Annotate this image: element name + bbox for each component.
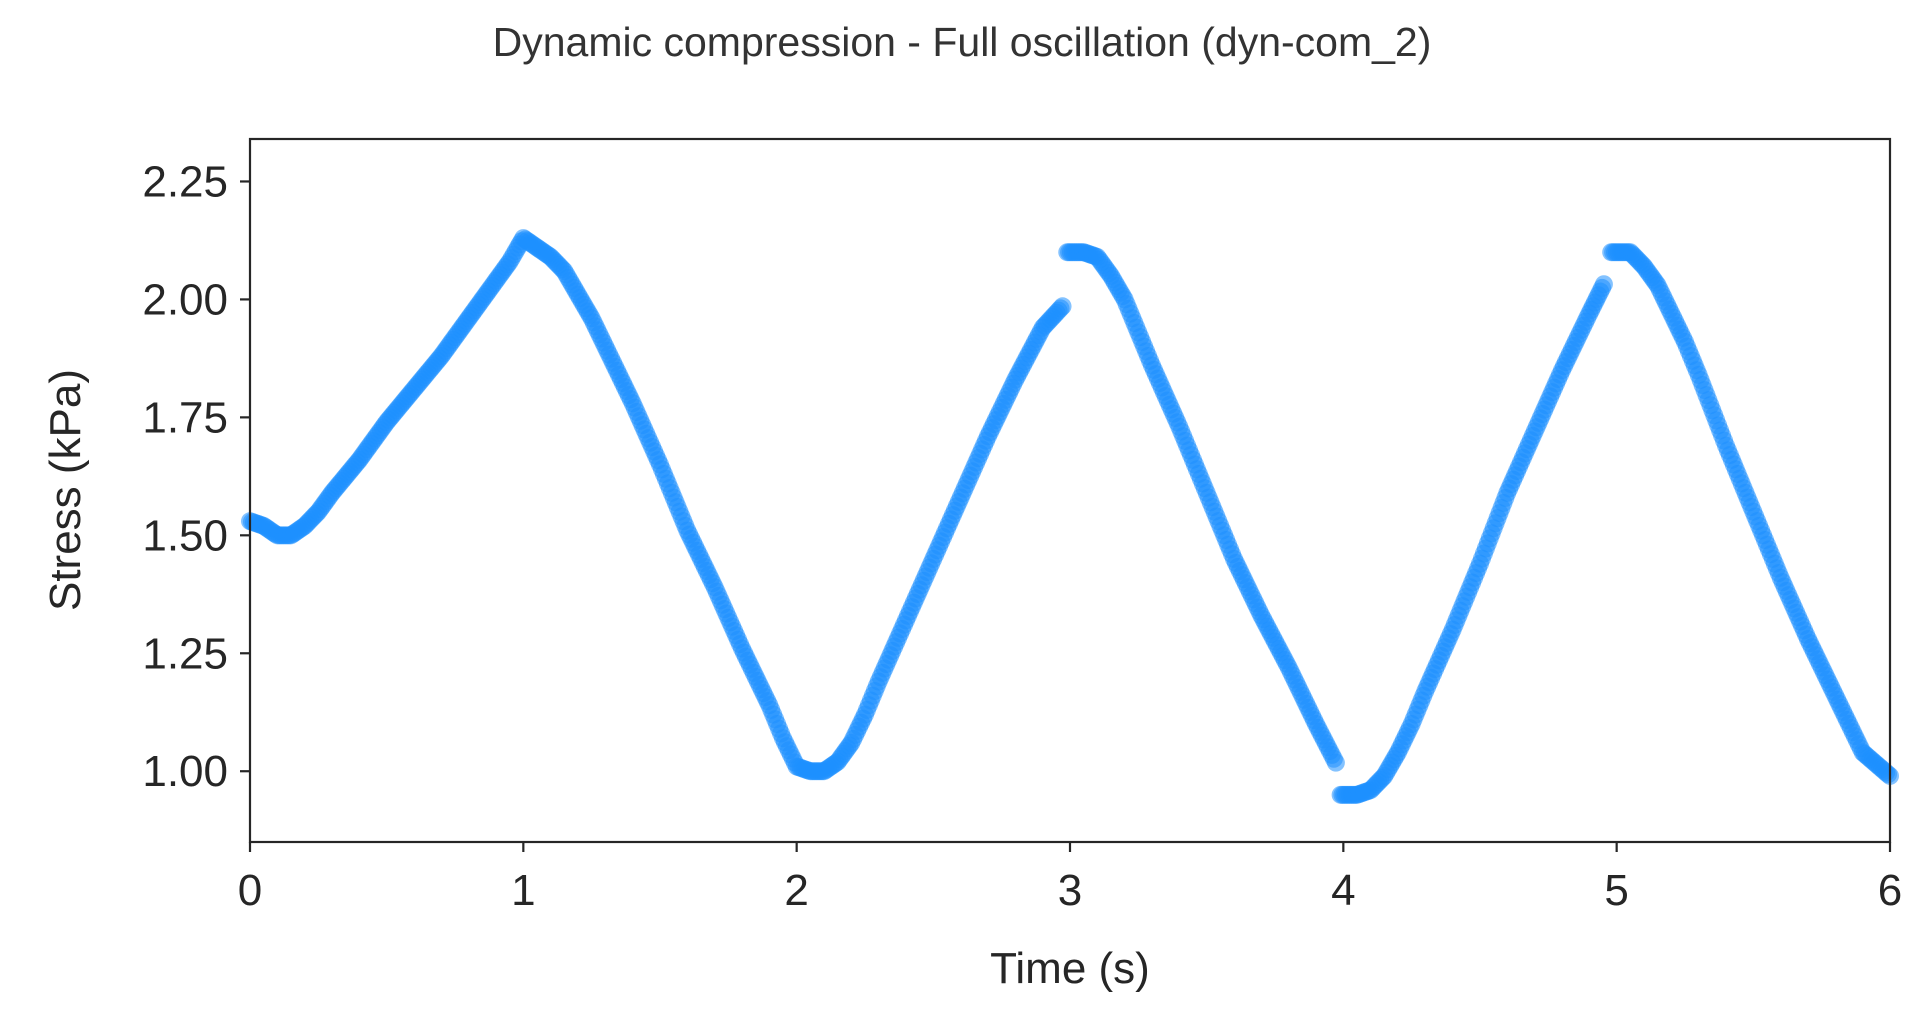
- x-tick-label: 2: [784, 866, 808, 915]
- x-axis-ticks: 0 1 2 3 4 5 6: [238, 842, 1902, 915]
- y-axis-ticks: 1.00 1.25 1.50 1.75 2.00 2.25: [142, 157, 250, 796]
- chart-title: Dynamic compression - Full oscillation (…: [493, 19, 1432, 65]
- x-tick-label: 1: [511, 866, 535, 915]
- y-tick-label: 2.00: [142, 275, 228, 324]
- y-tick-label: 1.25: [142, 629, 228, 678]
- x-axis-label: Time (s): [990, 944, 1150, 993]
- x-tick-label: 0: [238, 866, 262, 915]
- x-tick-label: 6: [1878, 866, 1902, 915]
- y-tick-label: 1.00: [142, 747, 228, 796]
- x-tick-label: 4: [1331, 866, 1355, 915]
- data-point: [1326, 753, 1345, 772]
- y-tick-label: 1.75: [142, 393, 228, 442]
- x-tick-label: 5: [1604, 866, 1628, 915]
- y-tick-label: 1.50: [142, 511, 228, 560]
- plot-area: [241, 229, 1899, 804]
- y-tick-label: 2.25: [142, 157, 228, 206]
- y-axis-label: Stress (kPa): [41, 369, 90, 611]
- data-point: [1053, 297, 1072, 316]
- x-tick-label: 3: [1058, 866, 1082, 915]
- data-point: [1594, 275, 1613, 294]
